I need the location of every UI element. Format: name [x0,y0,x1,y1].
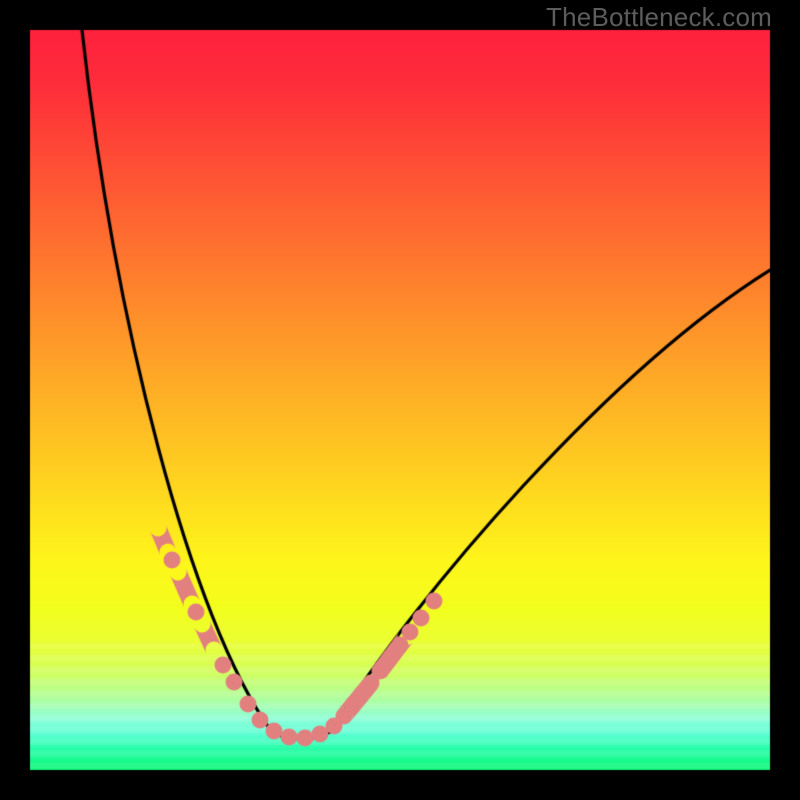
watermark-text: TheBottleneck.com [546,2,772,33]
bottleneck-v-curve-chart [0,0,800,800]
chart-stage: TheBottleneck.com [0,0,800,800]
